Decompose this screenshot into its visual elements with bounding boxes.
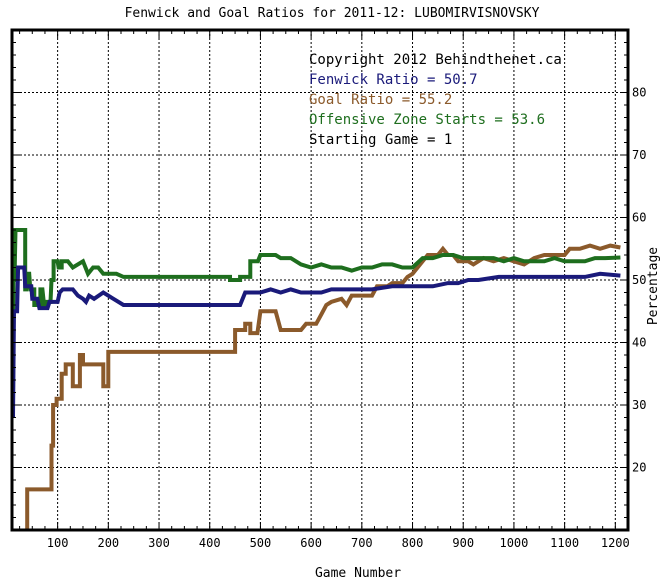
x-tick-label: 500 [250,536,272,550]
x-tick-label: 600 [300,536,322,550]
y-tick-label: 20 [632,461,646,475]
annotation-3: Offensive Zone Starts = 53.6 [309,112,545,128]
x-tick-label: 400 [199,536,221,550]
y-tick-label: 80 [632,86,646,100]
annotation-2: Goal Ratio = 55.2 [309,92,452,108]
y-axis-label: Percentage [646,247,661,325]
x-tick-label: 1000 [499,536,528,550]
x-tick-label: 200 [97,536,119,550]
series-line-offensive-zone-starts [11,228,621,406]
x-tick-label: 300 [148,536,170,550]
annotation-1: Fenwick Ratio = 50.7 [309,72,478,88]
x-tick-label: 800 [402,536,424,550]
annotations: Copyright 2012 Behindthenet.ca Fenwick Ra… [309,52,562,148]
x-tick-label: 1100 [550,536,579,550]
series-line-fenwick-ratio [11,265,621,418]
annotation-4: Starting Game = 1 [309,132,452,148]
x-tick-label: 1200 [601,536,630,550]
x-axis-label: Game Number [315,566,401,580]
y-tick-label: 50 [632,273,646,287]
y-tick-label: 60 [632,211,646,225]
y-tick-label: 30 [632,398,646,412]
x-tick-label: 100 [47,536,69,550]
series-line-goal-ratio [25,243,621,530]
annotation-0: Copyright 2012 Behindthenet.ca [309,52,562,68]
y-tick-label: 70 [632,148,646,162]
ticks: 100 200 300 400 500 600 700 800 900 1000 1100 1200 2… [12,30,646,550]
series-layer [11,228,621,530]
x-tick-label: 900 [452,536,474,550]
chart-title: Fenwick and Goal Ratios for 2011-12: LUB… [125,6,540,21]
y-tick-label: 40 [632,336,646,350]
x-tick-label: 700 [351,536,373,550]
